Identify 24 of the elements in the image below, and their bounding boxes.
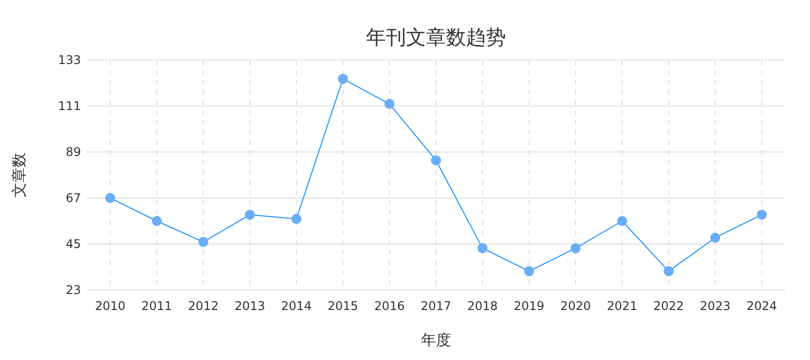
x-tick-label: 2018 <box>467 299 498 313</box>
y-tick-label: 89 <box>66 145 81 159</box>
x-tick-label: 2020 <box>560 299 591 313</box>
x-tick-label: 2015 <box>328 299 358 313</box>
x-tick-label: 2016 <box>374 299 405 313</box>
y-tick-label: 45 <box>66 237 81 251</box>
y-tick-label: 133 <box>58 53 81 67</box>
y-tick-label: 111 <box>58 99 81 113</box>
x-tick-label: 2014 <box>281 299 312 313</box>
x-axis-title: 年度 <box>421 331 451 349</box>
x-tick-label: 2017 <box>420 299 452 313</box>
x-tick-label: 2021 <box>606 299 638 313</box>
chart-title: 年刊文章数趋势 <box>366 25 506 49</box>
x-tick-label: 2011 <box>142 299 172 313</box>
y-tick-label: 67 <box>66 191 81 205</box>
x-tick-label: 2019 <box>514 299 544 313</box>
x-tick-label: 2012 <box>188 299 219 313</box>
x-tick-label: 2024 <box>746 299 778 313</box>
y-tick-label: 23 <box>66 283 81 297</box>
x-tick-label: 2023 <box>700 299 730 313</box>
x-tick-label: 2013 <box>234 299 266 313</box>
x-tick-label: 2022 <box>653 299 684 313</box>
y-axis-title: 文章数 <box>10 152 28 198</box>
x-tick-label: 2010 <box>94 299 126 313</box>
